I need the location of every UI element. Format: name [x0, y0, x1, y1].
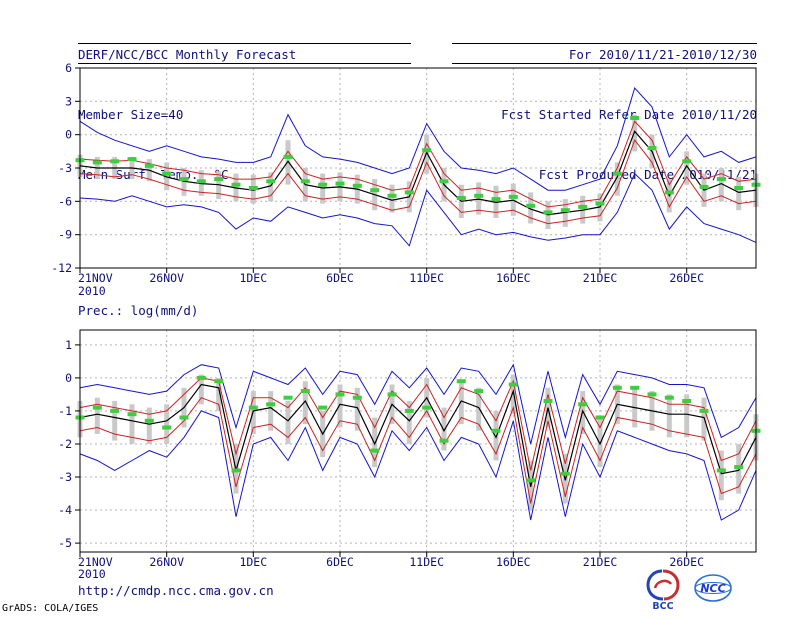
x-tick-label: 11DEC [409, 271, 444, 285]
ensemble-mean-marks [75, 116, 761, 215]
lower-quartile-line [79, 139, 757, 225]
member-size-label: Member Size=40 [78, 107, 184, 122]
x-tick-label: 26DEC [669, 271, 704, 285]
y-tick-label: -3 [58, 470, 72, 484]
x-tick-label: 6DEC [326, 555, 354, 569]
refer-date-label: Fcst Started Refer Date 2010/11/20 [501, 107, 757, 122]
x-tick-label: 21NOV [78, 555, 113, 569]
max-line [79, 363, 757, 445]
header-divider [78, 43, 411, 44]
axis-labels: 1 0 -1 -2 -3 -4 -5 21NOV 26NOV 1DEC 6DEC 11DEC 16DEC… [58, 338, 704, 581]
header-divider [452, 63, 757, 64]
upper-quartile-line [79, 120, 757, 208]
x-tick-label: 6DEC [326, 271, 354, 285]
y-tick-label: 3 [65, 94, 72, 108]
lower-quartile-line [79, 397, 757, 504]
y-tick-label: -3 [58, 161, 72, 175]
x-tick-label: 11DEC [409, 555, 444, 569]
forecast-range-label: For 2010/11/21-2010/12/30 [568, 47, 757, 62]
x-tick-label: 26DEC [669, 555, 704, 569]
ensemble-mean-marks [75, 375, 761, 483]
x-tick-label: 21NOV [78, 271, 113, 285]
x-tick-label: 26NOV [149, 555, 184, 569]
bcc-logo-blue-arc [646, 569, 664, 601]
x-tick-label: 16DEC [496, 271, 531, 285]
plot-frame [79, 329, 757, 553]
ncc-logo: NCC [694, 574, 732, 602]
bcc-logo: BCC [646, 569, 680, 611]
x-tick-label: 1DEC [239, 555, 267, 569]
x-tick-label: 16DEC [496, 555, 531, 569]
min-line [79, 410, 757, 521]
ncc-logo-orbit [694, 582, 732, 594]
temperature-plot: 6 3 0 -3 -6 -9 -12 21NOV 26NOV 1DEC 6DEC 11DEC 16DEC… [51, 61, 761, 298]
y-tick-label: 0 [65, 371, 72, 385]
header-right: For 2010/11/21-2010/12/30 Fcst Started R… [501, 5, 757, 225]
precipitation-chart: 1 0 -1 -2 -3 -4 -5 21NOV 26NOV 1DEC 6DEC 11DEC 16DEC… [0, 320, 800, 584]
bcc-logo-swirl [653, 579, 673, 589]
y-tick-label: 1 [65, 338, 72, 352]
y-tick-label: -9 [58, 228, 72, 242]
page-title: DERF/NCC/BCC Monthly Forecast [78, 47, 297, 62]
footer-url: http://cmdp.ncc.cma.gov.cn [78, 583, 274, 598]
ncc-logo-text: NCC [700, 582, 725, 595]
y-tick-label: -12 [51, 261, 72, 275]
bcc-logo-red-arc [662, 569, 680, 601]
y-tick-label: 6 [65, 61, 72, 75]
axis-labels: 6 3 0 -3 -6 -9 -12 21NOV 26NOV 1DEC 6DEC 11DEC 16DEC… [51, 61, 704, 298]
median-line [79, 383, 757, 488]
header-divider [78, 63, 411, 64]
header-divider [452, 43, 757, 44]
x-tick-label: 21DEC [583, 271, 618, 285]
upper-quartile-line [79, 377, 757, 471]
y-tick-label: -2 [58, 437, 72, 451]
x-axis-year-label: 2010 [78, 284, 106, 298]
x-tick-label: 21DEC [583, 555, 618, 569]
min-line [79, 172, 757, 247]
y-tick-label: -4 [58, 503, 72, 517]
prec-panel-label: Prec.: log(mm/d) [78, 303, 199, 318]
max-line [79, 87, 757, 191]
x-tick-label: 1DEC [239, 271, 267, 285]
x-axis-year-label: 2010 [78, 567, 106, 581]
median-line [79, 130, 757, 216]
x-tick-label: 26NOV [149, 271, 184, 285]
y-tick-label: -1 [58, 404, 72, 418]
y-tick-label: -6 [58, 194, 72, 208]
bcc-logo-text: BCC [652, 601, 673, 611]
precipitation-plot: 1 0 -1 -2 -3 -4 -5 21NOV 26NOV 1DEC 6DEC 11DEC 16DEC… [58, 329, 761, 581]
grads-credit: GrADS: COLA/IGES [2, 603, 99, 614]
y-tick-label: 0 [65, 128, 72, 142]
y-tick-label: -5 [58, 536, 72, 550]
ensemble-spread-bars [77, 114, 759, 230]
temperature-chart: 6 3 0 -3 -6 -9 -12 21NOV 26NOV 1DEC 6DEC 11DEC 16DEC… [0, 60, 800, 304]
